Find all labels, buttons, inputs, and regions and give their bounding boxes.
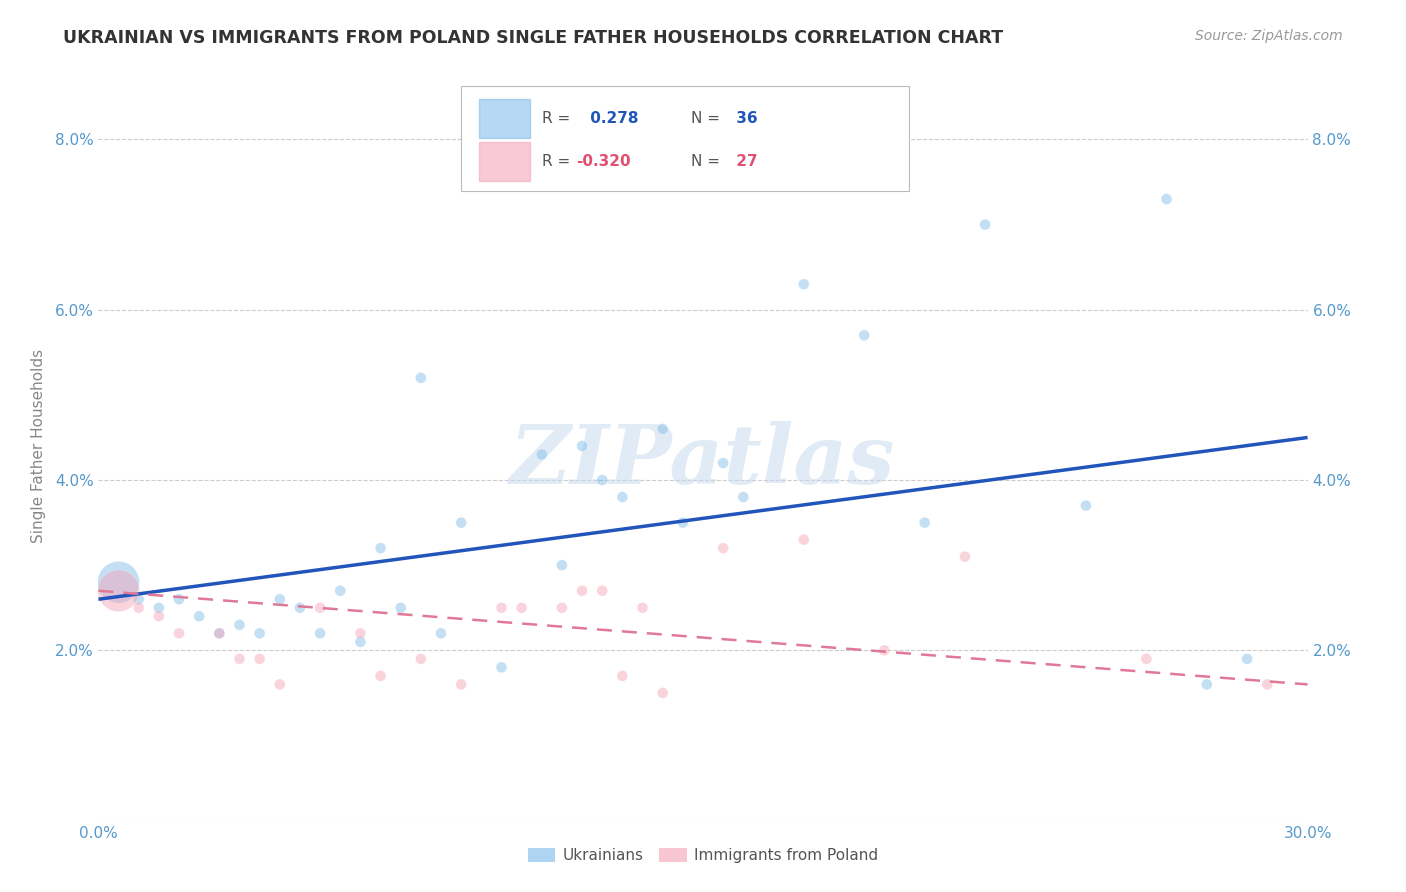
Point [309,626,332,640]
Text: N =: N = [690,153,720,169]
Text: UKRAINIAN VS IMMIGRANTS FROM POLAND SINGLE FATHER HOUSEHOLDS CORRELATION CHART: UKRAINIAN VS IMMIGRANTS FROM POLAND SING… [63,29,1004,46]
Text: 36: 36 [731,112,758,126]
Text: 0.278: 0.278 [585,112,638,126]
Point [249,626,271,640]
Point [793,533,815,547]
Point [571,439,593,453]
Point [389,600,412,615]
Point [1256,677,1278,691]
Point [672,516,695,530]
Point [1156,192,1178,206]
Point [349,626,371,640]
Point [409,371,432,385]
Point [631,600,654,615]
Point [208,626,231,640]
Point [571,583,593,598]
Point [188,609,211,624]
Point [1195,677,1218,691]
Point [349,635,371,649]
Point [530,448,553,462]
FancyBboxPatch shape [461,87,908,191]
Y-axis label: Single Father Households: Single Father Households [31,349,46,543]
Text: 27: 27 [731,153,758,169]
Text: -0.320: -0.320 [576,153,631,169]
Point [288,600,311,615]
Text: R =: R = [543,112,571,126]
Point [1074,499,1097,513]
Point [510,600,533,615]
Point [974,218,997,232]
Point [651,422,673,436]
Point [409,652,432,666]
Point [551,558,574,573]
Point [107,583,129,598]
Text: R =: R = [543,153,571,169]
Point [128,592,150,607]
Point [733,490,755,504]
Point [793,277,815,292]
Point [711,456,734,470]
Point [107,575,129,590]
Point [591,473,613,487]
Point [269,677,291,691]
FancyBboxPatch shape [479,142,530,181]
Point [711,541,734,556]
Point [612,490,634,504]
Text: ZIPatlas: ZIPatlas [510,421,896,501]
Point [370,669,392,683]
Point [167,592,190,607]
Point [651,686,673,700]
Point [1135,652,1157,666]
Legend: Ukrainians, Immigrants from Poland: Ukrainians, Immigrants from Poland [522,841,884,869]
Point [914,516,936,530]
Point [269,592,291,607]
Point [309,600,332,615]
Point [612,669,634,683]
Point [249,652,271,666]
Point [491,600,513,615]
Point [450,516,472,530]
Text: N =: N = [690,112,720,126]
Point [591,583,613,598]
Point [450,677,472,691]
Point [1236,652,1258,666]
Point [228,617,250,632]
FancyBboxPatch shape [479,99,530,138]
Text: Source: ZipAtlas.com: Source: ZipAtlas.com [1195,29,1343,43]
Point [167,626,190,640]
Point [329,583,352,598]
Point [430,626,453,640]
Point [128,600,150,615]
Point [370,541,392,556]
Point [551,600,574,615]
Point [148,600,170,615]
Point [228,652,250,666]
Point [873,643,896,657]
Point [853,328,876,343]
Point [208,626,231,640]
Point [491,660,513,674]
Point [953,549,976,564]
Point [148,609,170,624]
